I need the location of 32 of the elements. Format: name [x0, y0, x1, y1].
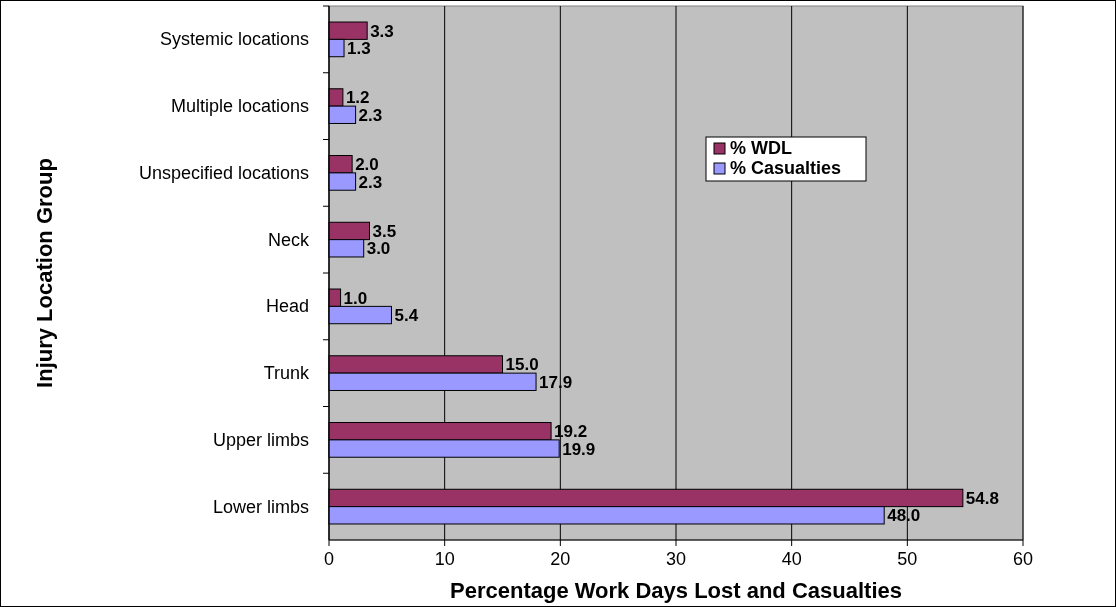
y-tick-label: Upper limbs — [212, 429, 309, 450]
x-axis-title: Percentage Work Days Lost and Casualties — [450, 578, 902, 603]
data-label: 3.3 — [370, 21, 394, 41]
data-label: 5.4 — [394, 306, 419, 326]
x-tick-label: 50 — [897, 549, 918, 569]
data-label: 3.5 — [372, 221, 397, 241]
x-tick-label: 30 — [665, 549, 687, 569]
y-axis-title: Injury Location Group — [32, 158, 57, 388]
data-label: 2.3 — [358, 172, 383, 192]
x-tick-label: 60 — [1012, 549, 1034, 569]
y-tick-label: Systemic locations — [159, 29, 309, 50]
x-tick-label: 40 — [781, 549, 802, 569]
data-label: 2.3 — [358, 105, 383, 125]
data-label: 1.0 — [343, 288, 368, 308]
data-label: 1.2 — [345, 88, 370, 108]
x-tick-label: 20 — [550, 549, 571, 569]
y-tick-label: Multiple locations — [170, 96, 309, 117]
data-label: 19.9 — [562, 439, 596, 459]
y-tick-label: Lower limbs — [212, 496, 309, 517]
data-label: 54.8 — [965, 488, 999, 508]
y-tick-label: Head — [265, 296, 309, 317]
y-tick-label: Neck — [267, 229, 310, 250]
legend-label: % WDL — [730, 138, 792, 158]
y-tick-label: Trunk — [263, 363, 310, 384]
y-tick-label: Unspecified locations — [138, 162, 309, 183]
data-label: 1.3 — [347, 39, 371, 59]
legend-label: % Casualties — [730, 158, 842, 178]
x-tick-label: 10 — [434, 549, 455, 569]
data-label: 3.0 — [366, 239, 391, 259]
x-tick-label: 0 — [323, 549, 335, 569]
data-label: 2.0 — [355, 155, 379, 175]
data-label: 15.0 — [505, 355, 539, 375]
